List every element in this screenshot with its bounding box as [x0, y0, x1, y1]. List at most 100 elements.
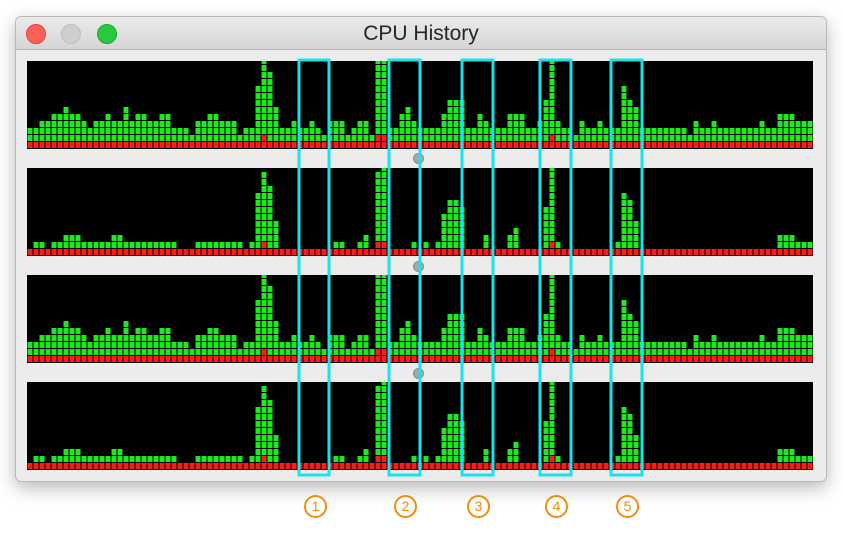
user-load-cell — [483, 128, 489, 134]
user-load-cell — [357, 135, 363, 141]
user-load-cell — [783, 328, 789, 334]
user-load-cell — [231, 128, 237, 134]
system-load-cell — [639, 249, 645, 255]
user-load-cell — [273, 449, 279, 455]
user-load-cell — [537, 335, 543, 341]
user-load-cell — [483, 135, 489, 141]
user-load-cell — [153, 349, 159, 355]
user-load-cell — [213, 456, 219, 462]
user-load-cell — [459, 107, 465, 113]
system-load-cell — [111, 463, 117, 469]
user-load-cell — [603, 342, 609, 348]
user-load-cell — [633, 328, 639, 334]
system-load-cell — [309, 463, 315, 469]
user-load-cell — [267, 349, 273, 355]
user-load-cell — [375, 214, 381, 220]
user-load-cell — [621, 321, 627, 327]
system-load-cell — [549, 249, 555, 255]
system-load-cell — [225, 142, 231, 148]
marker-2: 2 — [394, 495, 417, 518]
cpu-history-window: CPU History — [15, 16, 827, 482]
system-load-cell — [273, 463, 279, 469]
system-load-cell — [309, 356, 315, 362]
user-load-cell — [261, 186, 267, 192]
user-load-cell — [381, 72, 387, 78]
user-load-cell — [381, 79, 387, 85]
system-load-cell — [255, 356, 261, 362]
user-load-cell — [399, 328, 405, 334]
user-load-cell — [549, 386, 555, 392]
system-load-cell — [225, 249, 231, 255]
system-load-cell — [591, 142, 597, 148]
user-load-cell — [759, 121, 765, 127]
user-load-cell — [549, 414, 555, 420]
system-load-cell — [375, 242, 381, 248]
user-load-cell — [87, 242, 93, 248]
user-load-cell — [447, 435, 453, 441]
user-load-cell — [171, 456, 177, 462]
title-bar[interactable]: CPU History — [16, 17, 826, 50]
system-load-cell — [549, 356, 555, 362]
user-load-cell — [261, 279, 267, 285]
user-load-cell — [537, 349, 543, 355]
user-load-cell — [267, 207, 273, 213]
user-load-cell — [621, 407, 627, 413]
minimize-button[interactable] — [61, 24, 81, 44]
user-load-cell — [615, 456, 621, 462]
user-load-cell — [693, 128, 699, 134]
system-load-cell — [333, 249, 339, 255]
user-load-cell — [453, 121, 459, 127]
system-load-cell — [153, 463, 159, 469]
user-load-cell — [801, 456, 807, 462]
system-load-cell — [573, 463, 579, 469]
user-load-cell — [801, 335, 807, 341]
system-load-cell — [213, 142, 219, 148]
user-load-cell — [231, 242, 237, 248]
user-load-cell — [165, 114, 171, 120]
user-load-cell — [447, 328, 453, 334]
user-load-cell — [639, 349, 645, 355]
system-load-cell — [105, 356, 111, 362]
divider-handle-3[interactable] — [413, 368, 424, 379]
system-load-cell — [777, 142, 783, 148]
user-load-cell — [213, 114, 219, 120]
user-load-cell — [339, 128, 345, 134]
user-load-cell — [69, 456, 75, 462]
user-load-cell — [543, 314, 549, 320]
user-load-cell — [555, 349, 561, 355]
user-load-cell — [69, 114, 75, 120]
user-load-cell — [171, 349, 177, 355]
user-load-cell — [279, 342, 285, 348]
system-load-cell — [357, 463, 363, 469]
user-load-cell — [483, 449, 489, 455]
system-load-cell — [129, 356, 135, 362]
marker-4: 4 — [545, 495, 568, 518]
user-load-cell — [417, 349, 423, 355]
user-load-cell — [375, 449, 381, 455]
user-load-cell — [141, 456, 147, 462]
close-button[interactable] — [26, 24, 46, 44]
zoom-button[interactable] — [97, 24, 117, 44]
user-load-cell — [555, 135, 561, 141]
user-load-cell — [537, 128, 543, 134]
user-load-cell — [267, 79, 273, 85]
system-load-cell — [561, 249, 567, 255]
user-load-cell — [255, 135, 261, 141]
system-load-cell — [687, 142, 693, 148]
system-load-cell — [489, 142, 495, 148]
system-load-cell — [213, 463, 219, 469]
user-load-cell — [453, 207, 459, 213]
system-load-cell — [141, 142, 147, 148]
user-load-cell — [783, 456, 789, 462]
system-load-cell — [51, 249, 57, 255]
system-load-cell — [585, 142, 591, 148]
divider-handle-1[interactable] — [413, 153, 424, 164]
divider-handle-2[interactable] — [413, 261, 424, 272]
system-load-cell — [477, 142, 483, 148]
system-load-cell — [261, 356, 267, 362]
user-load-cell — [447, 221, 453, 227]
user-load-cell — [513, 328, 519, 334]
system-load-cell — [183, 463, 189, 469]
system-load-cell — [237, 356, 243, 362]
user-load-cell — [801, 121, 807, 127]
